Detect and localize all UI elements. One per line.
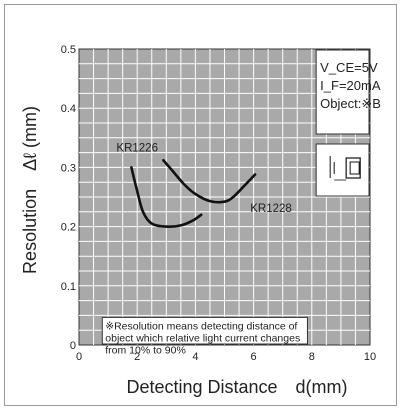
note-text: from 10% to 90% (105, 344, 186, 356)
chart: 0 2 4 6 8 10 0 0.1 0.2 0.3 0.4 0.5 KR1226 KR1228 V_C… (4, 4, 397, 406)
condition-text: V_CE=5V (320, 60, 378, 75)
x-tick-label: 10 (364, 351, 376, 363)
series-label-kr1228: KR1228 (250, 203, 292, 215)
sensor-diagram-icon (315, 143, 370, 197)
y-axis-label: Resolution Δℓ (mm) (20, 106, 40, 274)
y-tick-label: 0.1 (61, 281, 76, 293)
note-text: object which relative light current chan… (105, 332, 300, 344)
x-tick-label: 0 (76, 351, 82, 363)
chart-frame: 0 2 4 6 8 10 0 0.1 0.2 0.3 0.4 0.5 KR1226 KR1228 V_C… (4, 4, 397, 406)
y-tick-label: 0.3 (61, 162, 76, 174)
sensor-window (349, 161, 360, 175)
x-tick-label: 6 (251, 351, 257, 363)
sensor-diagram-box (315, 143, 370, 197)
note-text: ※Resolution means detecting distance of (105, 320, 297, 332)
series-line-kr1226 (130, 166, 203, 228)
series-line-kr1228 (162, 159, 257, 204)
x-tick-label: 4 (192, 351, 198, 363)
x-tick-label: 2 (134, 351, 140, 363)
y-tick-label: 0 (70, 340, 76, 352)
x-tick-label: 8 (309, 351, 315, 363)
condition-text: Object:※B (320, 96, 381, 111)
y-tick-label: 0.4 (61, 103, 76, 115)
note-box (101, 316, 308, 345)
y-tick-label: 0.2 (61, 222, 76, 234)
condition-text: I_F=20mA (320, 78, 381, 93)
y-tick-label: 0.5 (61, 44, 76, 56)
conditions-box (315, 49, 370, 135)
series-label-kr1226: KR1226 (116, 142, 158, 154)
x-axis-label: Detecting Distance d(mm) (126, 377, 347, 397)
